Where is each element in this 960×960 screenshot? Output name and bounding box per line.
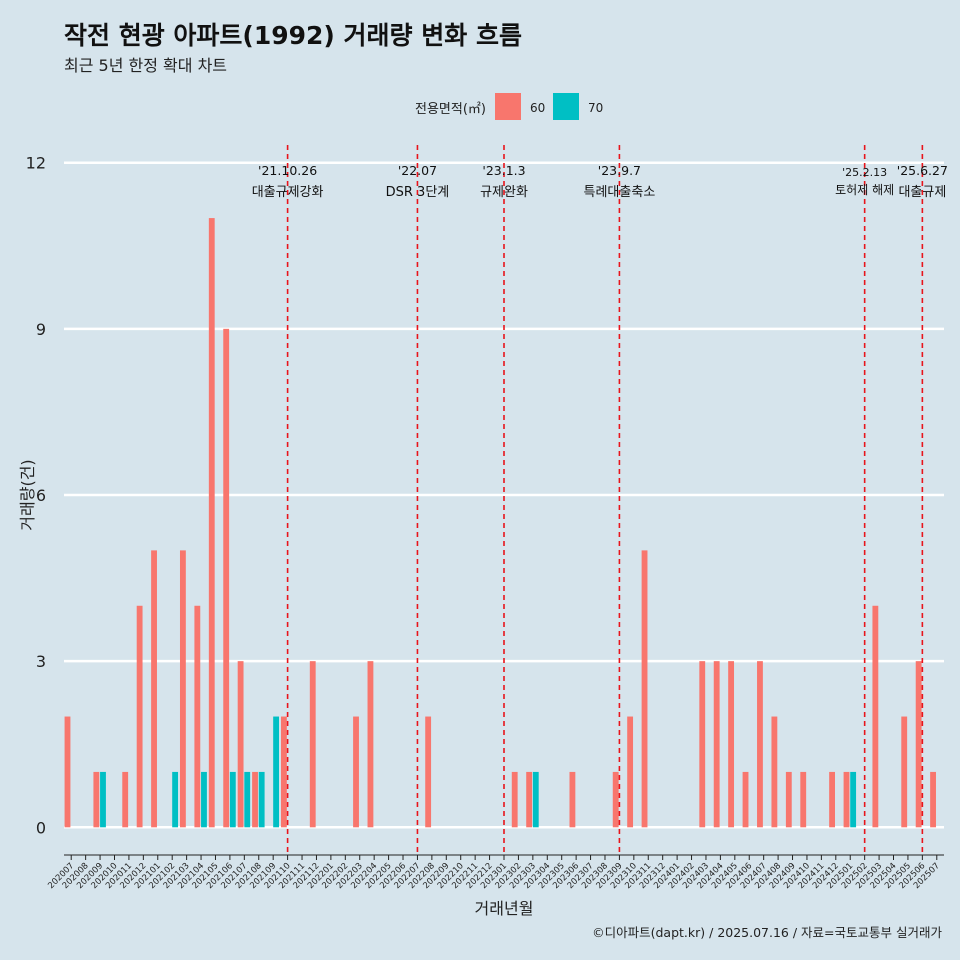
legend-label: 60 bbox=[530, 101, 545, 115]
bar-60-202506 bbox=[915, 661, 922, 828]
bar-60-202204 bbox=[367, 661, 374, 828]
bar-70-202009 bbox=[100, 771, 106, 828]
bar-60-202208 bbox=[425, 716, 432, 828]
bar-60-202112 bbox=[309, 661, 316, 828]
y-tick-label: 12 bbox=[26, 154, 46, 173]
event-date: '21.10.26 bbox=[258, 163, 317, 178]
event-label: 대출규제 bbox=[898, 185, 946, 200]
bar-60-202104 bbox=[194, 605, 201, 828]
legend-title: 전용면적(㎡) bbox=[415, 102, 486, 117]
bar-60-202505 bbox=[901, 716, 908, 828]
bar-60-202309 bbox=[612, 771, 619, 828]
bar-60-202108 bbox=[252, 771, 258, 828]
bar-60-202408 bbox=[771, 716, 778, 828]
bar-60-202403 bbox=[699, 661, 706, 828]
bar-60-202012 bbox=[136, 605, 143, 828]
event-date: '23.1.3 bbox=[482, 163, 525, 178]
bar-60-202203 bbox=[353, 716, 359, 828]
y-tick-label: 3 bbox=[36, 652, 46, 671]
chart-title: 작전 현광 아파트(1992) 거래량 변화 흐름 bbox=[64, 21, 522, 50]
bar-60-202407 bbox=[757, 661, 763, 828]
event-label: DSR 3단계 bbox=[386, 185, 450, 200]
bar-60-202101 bbox=[151, 550, 157, 828]
bar-60-202503 bbox=[872, 605, 879, 828]
legend-swatch-60 bbox=[495, 93, 521, 120]
bar-60-202302 bbox=[511, 771, 518, 828]
bar-60-202404 bbox=[713, 661, 720, 828]
legend: 전용면적(㎡) 60 70 bbox=[415, 93, 603, 120]
y-tick-label: 6 bbox=[36, 486, 46, 505]
bar-70-202107 bbox=[244, 771, 251, 828]
bar-layer bbox=[64, 218, 936, 828]
bar-70-202109 bbox=[273, 716, 280, 828]
x-axis-title: 거래년월 bbox=[475, 899, 534, 918]
bar-70-202104 bbox=[201, 771, 207, 828]
bar-60-202409 bbox=[785, 771, 792, 828]
bar-60-202501 bbox=[843, 771, 850, 828]
legend-swatch-70 bbox=[553, 93, 579, 120]
bar-60-202303 bbox=[526, 771, 533, 828]
event-lines: '21.10.26 대출규제강화 '22.07 DSR 3단계 '23.1.3 규제완화 '… bbox=[252, 145, 948, 855]
bar-60-202310 bbox=[627, 716, 634, 828]
bar-60-202107 bbox=[237, 661, 244, 828]
bar-60-202406 bbox=[742, 771, 749, 828]
bar-60-202007 bbox=[64, 716, 71, 828]
legend-label: 70 bbox=[588, 101, 603, 115]
bar-60-202311 bbox=[641, 550, 648, 828]
bar-60-202009 bbox=[93, 771, 100, 828]
y-tick-label: 9 bbox=[36, 320, 46, 339]
bar-70-202303 bbox=[532, 771, 539, 828]
bar-60-202412 bbox=[829, 771, 836, 828]
bar-70-202108 bbox=[258, 771, 265, 828]
event-date: '23.9.7 bbox=[598, 163, 641, 178]
bar-60-202306 bbox=[569, 771, 576, 828]
event-label: 토허제 해제 bbox=[835, 183, 894, 197]
bar-60-202105 bbox=[208, 218, 215, 828]
event-label: 규제완화 bbox=[480, 185, 528, 200]
bar-70-202102 bbox=[172, 771, 179, 828]
bar-60-202103 bbox=[179, 550, 186, 828]
bar-60-202106 bbox=[223, 328, 230, 828]
event-label: 특례대출축소 bbox=[584, 185, 656, 200]
bar-70-202501 bbox=[850, 771, 857, 828]
bar-70-202106 bbox=[229, 771, 236, 828]
bar-60-202405 bbox=[728, 661, 735, 828]
bar-60-202507 bbox=[930, 771, 936, 828]
event-date: '22.07 bbox=[398, 163, 437, 178]
y-axis-title: 거래량(건) bbox=[18, 459, 37, 530]
event-label: 대출규제강화 bbox=[252, 185, 324, 200]
source-caption: ©디아파트(dapt.kr) / 2025.07.16 / 자료=국토교통부 실… bbox=[592, 925, 942, 940]
y-tick-label: 0 bbox=[36, 818, 46, 837]
bar-60-202011 bbox=[122, 771, 129, 828]
event-date: '25.6.27 bbox=[897, 163, 948, 178]
bar-60-202410 bbox=[800, 771, 807, 828]
bar-60-202110 bbox=[280, 716, 287, 828]
event-date: '25.2.13 bbox=[842, 166, 887, 179]
chart-subtitle: 최근 5년 한정 확대 차트 bbox=[64, 56, 228, 75]
